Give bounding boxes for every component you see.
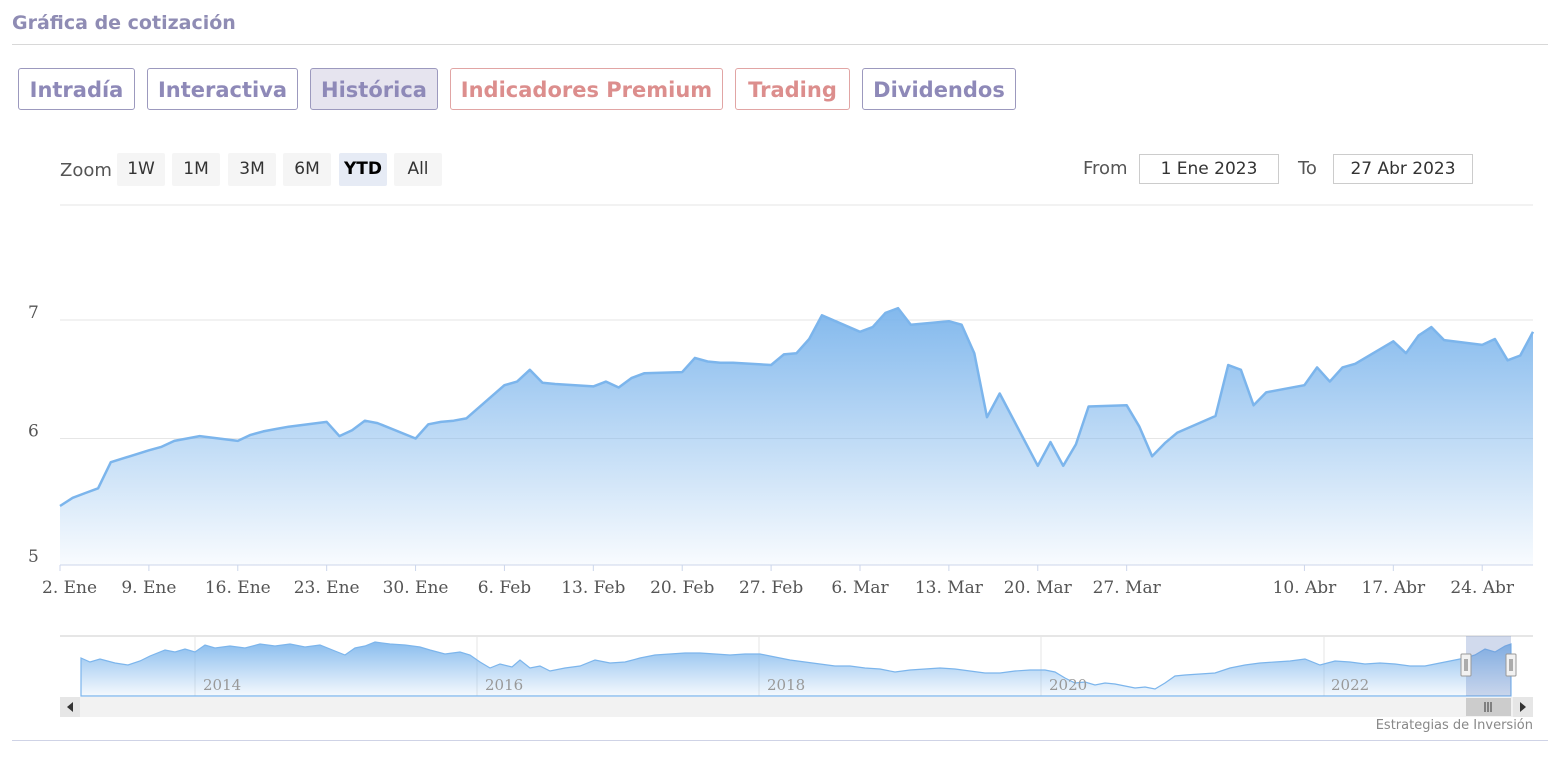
navigator[interactable]: 2014 2016 2018 2020 2022 — [60, 635, 1533, 697]
from-label: From — [1083, 158, 1128, 179]
zoom-3m-button[interactable]: 3M — [228, 153, 276, 186]
y-tick-label: 6 — [28, 422, 39, 442]
from-date-input[interactable]: 1 Ene 2023 — [1139, 154, 1279, 184]
x-tick-label: 23. Ene — [294, 578, 360, 598]
zoom-all-button[interactable]: All — [394, 153, 442, 186]
to-label: To — [1298, 158, 1317, 179]
bottom-divider — [12, 740, 1548, 741]
scrollbar-track[interactable] — [60, 697, 1533, 717]
navigator-year-label: 2022 — [1331, 676, 1369, 694]
scrollbar[interactable] — [60, 697, 1533, 717]
zoom-6m-button[interactable]: 6M — [283, 153, 331, 186]
x-tick-label: 13. Feb — [561, 578, 625, 598]
price-area-fill — [60, 308, 1533, 565]
x-tick-label: 24. Abr — [1450, 578, 1515, 598]
navigator-year-label: 2020 — [1049, 676, 1087, 694]
x-tick-label: 2. Ene — [42, 578, 97, 598]
title-divider — [12, 44, 1548, 45]
x-tick-label: 6. Feb — [478, 578, 532, 598]
x-tick-label: 16. Ene — [205, 578, 271, 598]
tab-intradia[interactable]: Intradía — [18, 68, 135, 110]
scroll-right-arrow-icon — [1520, 702, 1526, 712]
tab-trading[interactable]: Trading — [735, 68, 850, 110]
x-tick-label: 20. Feb — [650, 578, 714, 598]
navigator-year-label: 2018 — [767, 676, 805, 694]
navigator-left-handle[interactable] — [1460, 653, 1472, 677]
x-tick-label: 9. Ene — [121, 578, 176, 598]
zoom-label: Zoom — [60, 160, 112, 181]
navigator-year-label: 2016 — [485, 676, 523, 694]
x-tick-label: 27. Mar — [1093, 578, 1162, 598]
scroll-left-button[interactable] — [60, 697, 80, 717]
x-tick-label: 10. Abr — [1273, 578, 1338, 598]
zoom-1m-button[interactable]: 1M — [172, 153, 220, 186]
zoom-ytd-button[interactable]: YTD — [339, 153, 387, 186]
price-series-line — [59, 306, 1535, 508]
tab-historica[interactable]: Histórica — [310, 68, 438, 110]
scroll-left-arrow-icon — [67, 702, 73, 712]
x-tick-label: 20. Mar — [1004, 578, 1073, 598]
zoom-1w-button[interactable]: 1W — [117, 153, 165, 186]
credit-text: Estrategias de Inversión — [1375, 718, 1533, 733]
y-tick-label: 5 — [28, 547, 39, 567]
navigator-year-label: 2014 — [203, 676, 241, 694]
tab-indicadores-premium[interactable]: Indicadores Premium — [450, 68, 723, 110]
x-tick-label: 13. Mar — [915, 578, 984, 598]
navigator-range-mask[interactable] — [1466, 636, 1511, 696]
scrollbar-thumb[interactable] — [1466, 698, 1511, 716]
to-date-input[interactable]: 27 Abr 2023 — [1333, 154, 1473, 184]
navigator-right-handle[interactable] — [1505, 653, 1517, 677]
y-tick-label: 7 — [28, 303, 39, 323]
x-tick-label: 27. Feb — [739, 578, 803, 598]
tab-interactiva[interactable]: Interactiva — [147, 68, 298, 110]
x-tick-label: 6. Mar — [831, 578, 889, 598]
page-title: Gráfica de cotización — [12, 12, 236, 34]
tab-dividendos[interactable]: Dividendos — [862, 68, 1016, 110]
x-tick-label: 30. Ene — [383, 578, 449, 598]
scroll-right-button[interactable] — [1513, 697, 1533, 717]
navigator-series — [80, 641, 1512, 697]
x-tick-label: 17. Abr — [1361, 578, 1426, 598]
